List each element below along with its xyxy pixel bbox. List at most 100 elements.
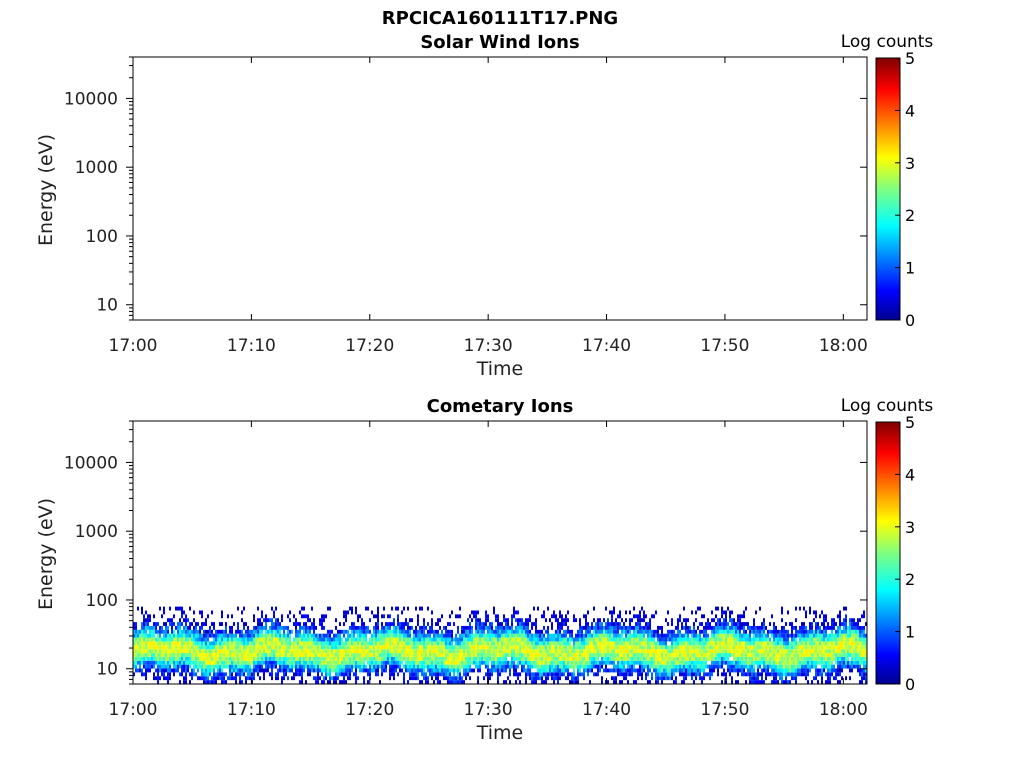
spectrogram-cell [549, 672, 551, 677]
spectrogram-cell [823, 656, 825, 661]
spectrogram-cell [339, 633, 341, 638]
spectrogram-cell [287, 629, 289, 634]
spectrogram-cell [453, 645, 455, 650]
spectrogram-cell [339, 629, 341, 634]
spectrogram-cell [555, 633, 557, 638]
spectrogram-cell [345, 618, 347, 623]
spectrogram-cell [629, 649, 631, 654]
spectrogram-cell [695, 653, 697, 657]
spectrogram-cell [653, 653, 655, 657]
spectrogram-cell [609, 629, 611, 634]
spectrogram-cell [459, 672, 461, 677]
spectrogram-cell [365, 668, 367, 673]
spectrogram-cell [529, 664, 531, 669]
spectrogram-cell [625, 637, 627, 642]
spectrogram-cell [529, 629, 531, 634]
spectrogram-cell [201, 622, 203, 626]
spectrogram-cell [477, 680, 479, 684]
spectrogram-cell [679, 656, 681, 661]
spectrogram-cell [641, 629, 643, 634]
spectrogram-cell [259, 660, 261, 665]
spectrogram-cell [633, 629, 635, 634]
spectrogram-cell [477, 625, 479, 630]
spectrogram-cell [161, 656, 163, 661]
spectrogram-cell [235, 664, 237, 669]
spectrogram-cell [251, 656, 253, 661]
spectrogram-cell [423, 625, 425, 630]
spectrogram-cell [441, 629, 443, 634]
spectrogram-cell [269, 629, 271, 634]
spectrogram-cell [673, 672, 675, 677]
spectrogram-cell [133, 653, 135, 657]
spectrogram-cell [665, 660, 667, 665]
spectrogram-cell [593, 629, 595, 634]
spectrogram-cell [701, 637, 703, 642]
spectrogram-cell [719, 641, 721, 646]
spectrogram-cell [585, 645, 587, 650]
spectrogram-cell [403, 622, 405, 626]
spectrogram-cell [159, 649, 161, 654]
spectrogram-cell [701, 614, 703, 619]
spectrogram-cell [605, 668, 607, 673]
spectrogram-cell [689, 664, 691, 669]
spectrogram-cell [143, 641, 145, 646]
spectrogram-cell [355, 637, 357, 642]
spectrogram-cell [241, 672, 243, 677]
spectrogram-cell [153, 656, 155, 661]
spectrogram-cell [157, 629, 159, 634]
spectrogram-cell [671, 645, 673, 650]
spectrogram-cell [805, 637, 807, 642]
spectrogram-cell [597, 672, 599, 677]
spectrogram-cell [431, 668, 433, 673]
spectrogram-cell [365, 645, 367, 650]
spectrogram-cell [243, 664, 245, 669]
spectrogram-cell [643, 660, 645, 665]
spectrogram-cell [175, 653, 177, 657]
spectrogram-cell [393, 653, 395, 657]
spectrogram-cell [657, 633, 659, 638]
spectrogram-cell [223, 672, 225, 677]
spectrogram-cell [731, 622, 733, 626]
spectrogram-cell [723, 660, 725, 665]
spectrogram-cell [607, 645, 609, 650]
spectrogram-cell [511, 637, 513, 642]
spectrogram-cell [257, 622, 259, 626]
spectrogram-cell [643, 656, 645, 661]
spectrogram-cell [597, 656, 599, 661]
spectrogram-cell [661, 653, 663, 657]
spectrogram-cell [791, 645, 793, 650]
spectrogram-cell [631, 664, 633, 669]
spectrogram-cell [451, 676, 453, 681]
spectrogram-cell [719, 629, 721, 634]
spectrogram-cell [757, 653, 759, 657]
spectrogram-cell [385, 637, 387, 642]
spectrogram-cell [823, 618, 825, 623]
spectrogram-cell [563, 637, 565, 642]
spectrogram-cell [277, 649, 279, 654]
spectrogram-cell [595, 622, 597, 626]
spectrogram-cell [485, 649, 487, 654]
spectrogram-cell [629, 625, 631, 630]
spectrogram-cell [665, 649, 667, 654]
spectrogram-cell [439, 668, 441, 673]
spectrogram-cell [147, 653, 149, 657]
spectrogram-cell [229, 664, 231, 669]
spectrogram-cell [523, 649, 525, 654]
spectrogram-cell [137, 637, 139, 642]
spectrogram-cell [491, 622, 493, 626]
spectrogram-cell [237, 622, 239, 626]
spectrogram-cell [243, 637, 245, 642]
spectrogram-cell [613, 660, 615, 665]
spectrogram-cell [385, 622, 387, 626]
spectrogram-cell [533, 653, 535, 657]
spectrogram-cell [167, 649, 169, 654]
spectrogram-cell [421, 656, 423, 661]
spectrogram-cell [509, 664, 511, 669]
spectrogram-cell [345, 610, 347, 615]
spectrogram-cell [137, 633, 139, 638]
spectrogram-cell [785, 653, 787, 657]
spectrogram-cell [451, 610, 453, 615]
spectrogram-cell [293, 614, 295, 619]
spectrogram-cell [523, 633, 525, 638]
spectrogram-cell [723, 641, 725, 646]
